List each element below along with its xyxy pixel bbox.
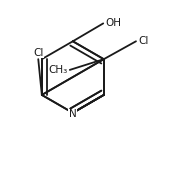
Text: Cl: Cl — [138, 36, 149, 46]
Text: CH₃: CH₃ — [48, 65, 68, 75]
Text: OH: OH — [105, 18, 121, 28]
Text: Cl: Cl — [33, 48, 43, 58]
Text: N: N — [69, 109, 77, 119]
